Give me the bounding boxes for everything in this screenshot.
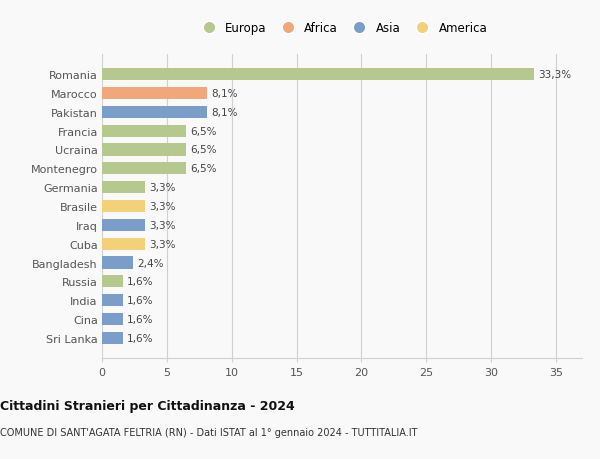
Bar — [102, 219, 145, 231]
Text: 3,3%: 3,3% — [149, 239, 175, 249]
Bar — [102, 332, 123, 344]
Text: 6,5%: 6,5% — [190, 164, 217, 174]
Bar — [102, 276, 123, 288]
Text: 1,6%: 1,6% — [127, 296, 153, 306]
Legend: Europa, Africa, Asia, America: Europa, Africa, Asia, America — [192, 17, 492, 39]
Bar — [102, 88, 207, 100]
Text: 8,1%: 8,1% — [211, 107, 238, 118]
Bar — [102, 69, 534, 81]
Text: 33,3%: 33,3% — [538, 70, 571, 80]
Text: 1,6%: 1,6% — [127, 333, 153, 343]
Text: 2,4%: 2,4% — [137, 258, 164, 268]
Bar — [102, 106, 207, 119]
Text: 6,5%: 6,5% — [190, 145, 217, 155]
Bar — [102, 238, 145, 250]
Text: Cittadini Stranieri per Cittadinanza - 2024: Cittadini Stranieri per Cittadinanza - 2… — [0, 399, 295, 412]
Bar — [102, 313, 123, 325]
Text: COMUNE DI SANT'AGATA FELTRIA (RN) - Dati ISTAT al 1° gennaio 2024 - TUTTITALIA.I: COMUNE DI SANT'AGATA FELTRIA (RN) - Dati… — [0, 427, 418, 437]
Text: 3,3%: 3,3% — [149, 202, 175, 212]
Bar — [102, 182, 145, 194]
Text: 3,3%: 3,3% — [149, 183, 175, 193]
Text: 1,6%: 1,6% — [127, 314, 153, 325]
Text: 8,1%: 8,1% — [211, 89, 238, 99]
Bar — [102, 201, 145, 213]
Bar — [102, 294, 123, 307]
Bar — [102, 125, 187, 137]
Text: 6,5%: 6,5% — [190, 126, 217, 136]
Text: 1,6%: 1,6% — [127, 277, 153, 287]
Bar — [102, 257, 133, 269]
Bar — [102, 163, 187, 175]
Text: 3,3%: 3,3% — [149, 220, 175, 230]
Bar — [102, 144, 187, 156]
